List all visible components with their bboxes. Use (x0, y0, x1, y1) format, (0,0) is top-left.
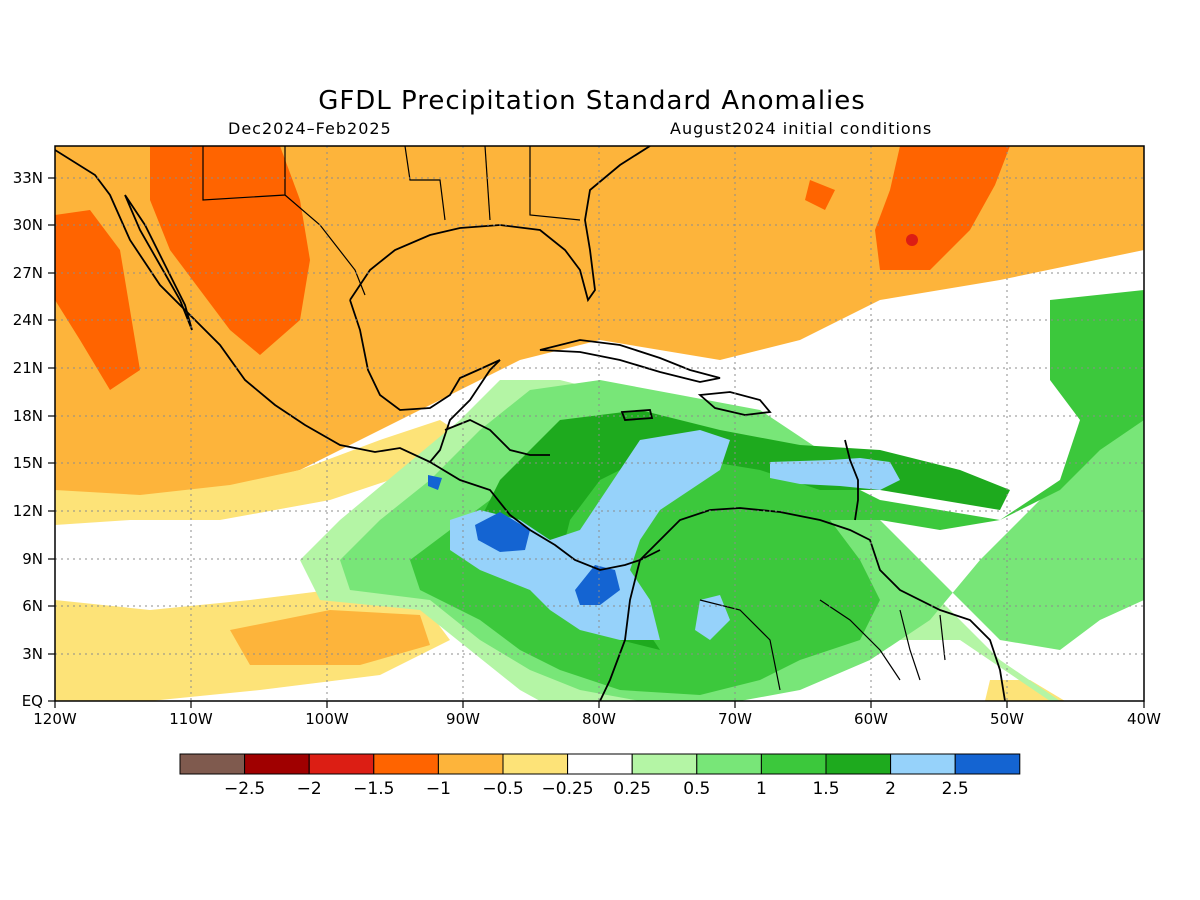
dry-region-light (55, 420, 470, 525)
dry-core-south-pacific (230, 610, 430, 665)
colorbar-swatch (308, 753, 375, 775)
colorbar-swatch (244, 753, 310, 775)
colorbar-label: −2.5 (224, 779, 265, 799)
wet-extreme-panama-east (575, 565, 620, 605)
y-tick-label: 27N (13, 264, 43, 282)
colorbar-label: −0.5 (482, 779, 523, 799)
y-tick-label: 21N (13, 359, 43, 377)
anomaly-field (55, 146, 1144, 701)
x-axis-labels: 120W 110W 100W 90W 80W 70W 60W 50W 40W (33, 710, 1161, 728)
x-tick-label: 70W (718, 710, 752, 728)
colorbar (179, 753, 1021, 775)
colorbar-label: 2.5 (942, 779, 969, 799)
colorbar-swatch (954, 753, 1021, 775)
y-tick-label: 3N (22, 645, 43, 663)
colorbar-label: 0.25 (613, 779, 651, 799)
coastlines (55, 146, 1006, 701)
axis-ticks (48, 177, 1145, 708)
y-tick-label: 33N (13, 169, 43, 187)
colorbar-label: −2 (297, 779, 322, 799)
colorbar-label: 1 (756, 779, 767, 799)
y-tick-label: 24N (13, 311, 43, 329)
colorbar-swatch (373, 753, 439, 775)
colorbar-label: −0.25 (542, 779, 594, 799)
country-borders (202, 146, 946, 691)
colorbar-swatch (760, 753, 827, 775)
colorbar-swatch (631, 753, 698, 775)
colorbar-swatch (437, 753, 504, 775)
y-tick-label: 6N (22, 597, 43, 615)
x-tick-label: 90W (446, 710, 480, 728)
x-tick-label: 40W (1127, 710, 1161, 728)
colorbar-label: 1.5 (812, 779, 839, 799)
colorbar-swatch (825, 753, 892, 775)
y-tick-label: 30N (13, 216, 43, 234)
grid-lines (55, 146, 1144, 701)
y-tick-label: EQ (22, 692, 43, 710)
colorbar-swatch (890, 753, 956, 775)
colorbar-labels: −2.5 −2 −1.5 −1 −0.5 −0.25 0.25 0.5 1 1.5 2 2.5 (224, 779, 969, 799)
dry-core-mexico (150, 146, 310, 355)
colorbar-label: −1.5 (353, 779, 394, 799)
colorbar-swatch (502, 753, 569, 775)
y-tick-label: 9N (22, 550, 43, 568)
colorbar-label: 0.5 (683, 779, 710, 799)
initial-conditions: August2024 initial conditions (670, 119, 933, 138)
x-tick-label: 120W (33, 710, 77, 728)
colorbar-label: −1 (426, 779, 451, 799)
x-tick-label: 110W (169, 710, 213, 728)
y-tick-label: 15N (13, 454, 43, 472)
wet-extreme-panama-west (475, 512, 530, 552)
x-tick-label: 60W (854, 710, 888, 728)
colorbar-label: 2 (885, 779, 896, 799)
colorbar-swatch (567, 753, 633, 775)
dry-core-dot (906, 234, 918, 246)
wet-extreme-small (428, 475, 442, 490)
y-axis-labels: EQ 3N 6N 9N 12N 15N 18N 21N 24N 27N 30N … (13, 169, 43, 710)
forecast-period: Dec2024–Feb2025 (228, 119, 392, 138)
map-title: GFDL Precipitation Standard Anomalies (318, 86, 866, 116)
dry-core-small (805, 180, 835, 210)
colorbar-swatch (179, 753, 246, 775)
dry-core-west (55, 210, 140, 390)
wet-region-very-high (450, 430, 730, 640)
y-tick-label: 12N (13, 502, 43, 520)
colorbar-swatch (696, 753, 762, 775)
x-tick-label: 50W (990, 710, 1024, 728)
wet-region-very-high-east (770, 458, 900, 490)
x-tick-label: 80W (582, 710, 616, 728)
y-tick-label: 18N (13, 407, 43, 425)
x-tick-label: 100W (305, 710, 349, 728)
